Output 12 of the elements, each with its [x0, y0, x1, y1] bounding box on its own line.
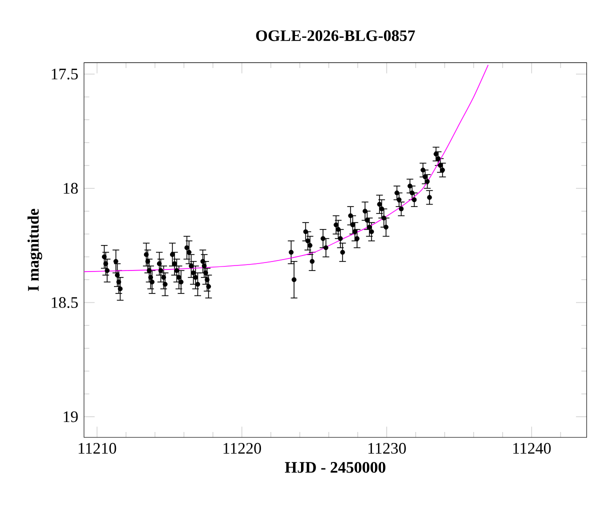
y-tick-label: 17.5: [52, 68, 78, 80]
y-tick-label: 18.5: [52, 297, 78, 308]
x-axis-title: HJD - 2450000: [284, 462, 386, 473]
chart-title: OGLE-2026-BLG-0857: [256, 30, 415, 42]
x-tick-label: 11210: [78, 442, 116, 454]
y-tick-label: 19: [64, 411, 78, 422]
x-tick-label: 11220: [224, 442, 261, 454]
x-tick-label: 11240: [513, 442, 551, 454]
x-tick-label: 11230: [368, 442, 406, 454]
y-tick-label: 18: [64, 182, 78, 194]
line-series: [84, 64, 489, 272]
y-axis-title: I magnitude: [28, 208, 42, 292]
